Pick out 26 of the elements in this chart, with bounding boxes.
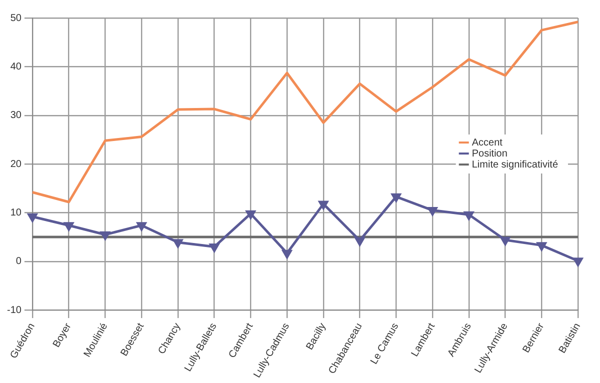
point (28, 213, 38, 222)
point (136, 222, 146, 231)
y-tick-label: 40 (10, 61, 22, 72)
legend-label: Accent (472, 137, 503, 148)
point (573, 258, 583, 266)
point (500, 236, 510, 246)
y-tick-label: 30 (10, 110, 22, 122)
y-tick-label: 20 (10, 158, 22, 170)
point (428, 207, 438, 216)
legend-label: Position (472, 148, 508, 160)
point (246, 210, 256, 219)
y-tick-label: 10 (10, 207, 22, 218)
y-tick-label: 0 (16, 256, 22, 268)
point (536, 242, 546, 251)
legend-label: Limite significativité (472, 159, 558, 170)
point (355, 237, 364, 246)
point (464, 211, 474, 220)
point (318, 200, 328, 210)
point (100, 231, 110, 240)
point (391, 193, 401, 202)
point (210, 244, 220, 252)
point (64, 222, 74, 231)
point (282, 250, 292, 258)
point (173, 239, 183, 248)
y-tick-label: -10 (7, 304, 22, 316)
y-tick-label: 50 (10, 12, 22, 24)
